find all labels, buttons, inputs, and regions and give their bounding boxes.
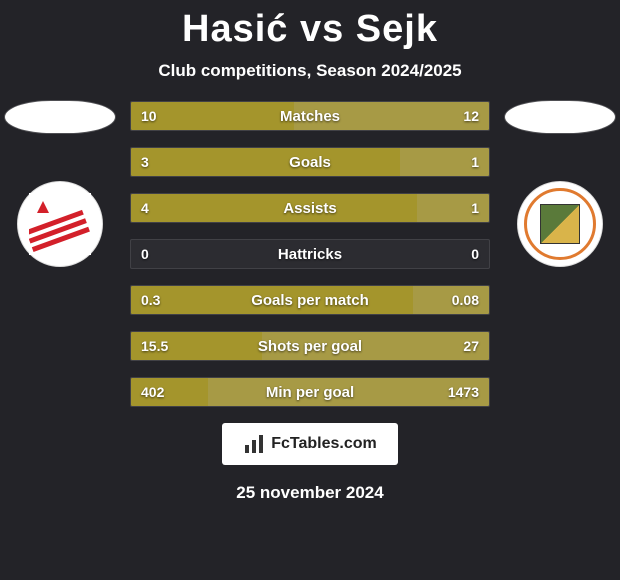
stat-row: Assists4 1 bbox=[130, 193, 490, 223]
stat-right-value: 1473 bbox=[438, 378, 489, 406]
subtitle: Club competitions, Season 2024/2025 bbox=[0, 61, 620, 81]
watermark: FcTables.com bbox=[222, 423, 398, 465]
player-right-silhouette bbox=[505, 101, 615, 133]
stat-right-value: 12 bbox=[453, 102, 489, 130]
stat-row: Hattricks0 0 bbox=[130, 239, 490, 269]
stat-label: Goals bbox=[131, 148, 489, 176]
crest-ring-icon bbox=[524, 188, 596, 260]
player-left bbox=[0, 101, 120, 267]
stat-row: Min per goal402 1473 bbox=[130, 377, 490, 407]
chart-icon bbox=[243, 433, 265, 455]
stat-label: Goals per match bbox=[131, 286, 489, 314]
stat-right-value: 0 bbox=[461, 240, 489, 268]
page-title: Hasić vs Sejk bbox=[0, 0, 620, 51]
stat-row: Goals3 1 bbox=[130, 147, 490, 177]
stat-bars: Matches1012Goals31Assists41Hattricks00Go… bbox=[130, 101, 490, 407]
stat-left-value: 0 bbox=[131, 240, 159, 268]
player-left-crest bbox=[17, 181, 103, 267]
stat-right-value: 1 bbox=[461, 148, 489, 176]
stat-right-value: 1 bbox=[461, 194, 489, 222]
stat-label: Shots per goal bbox=[131, 332, 489, 360]
date: 25 november 2024 bbox=[0, 483, 620, 503]
comparison-stage: Matches1012Goals31Assists41Hattricks00Go… bbox=[0, 101, 620, 407]
player-right bbox=[500, 101, 620, 267]
watermark-text: FcTables.com bbox=[271, 435, 377, 453]
stat-label: Assists bbox=[131, 194, 489, 222]
stat-row: Matches10 12 bbox=[130, 101, 490, 131]
player-right-crest bbox=[517, 181, 603, 267]
stat-row: Goals per match0.3 0.08 bbox=[130, 285, 490, 315]
stat-label: Matches bbox=[131, 102, 489, 130]
stat-left-value: 15.5 bbox=[131, 332, 178, 360]
stat-left-value: 402 bbox=[131, 378, 174, 406]
stat-left-value: 10 bbox=[131, 102, 167, 130]
stat-left-value: 4 bbox=[131, 194, 159, 222]
stat-left-value: 3 bbox=[131, 148, 159, 176]
stat-right-value: 27 bbox=[453, 332, 489, 360]
stat-label: Min per goal bbox=[131, 378, 489, 406]
stat-right-value: 0.08 bbox=[442, 286, 489, 314]
stat-left-value: 0.3 bbox=[131, 286, 170, 314]
player-left-silhouette bbox=[5, 101, 115, 133]
crest-stripes-icon bbox=[29, 193, 91, 255]
stat-row: Shots per goal15.5 27 bbox=[130, 331, 490, 361]
stat-label: Hattricks bbox=[131, 240, 489, 268]
